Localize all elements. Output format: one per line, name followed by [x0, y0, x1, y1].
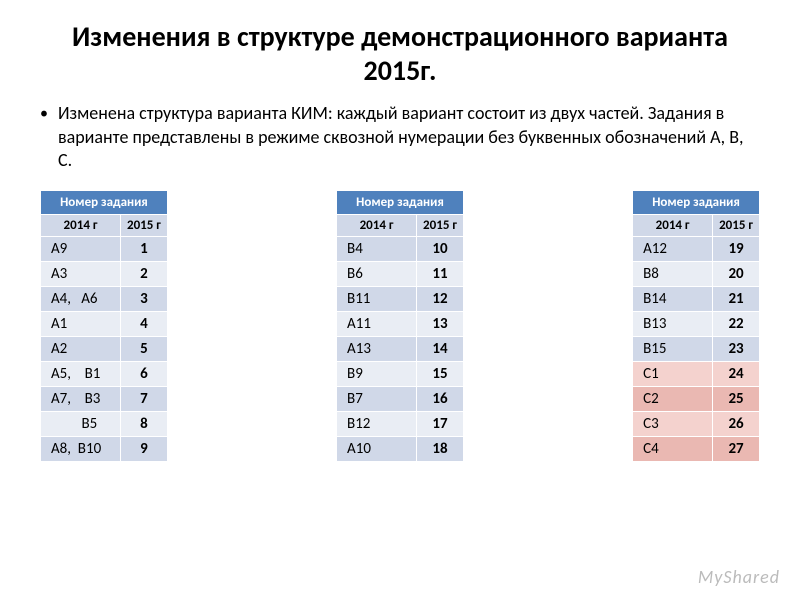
old-task-cell: С4: [633, 437, 713, 462]
table-row: В820: [633, 262, 760, 287]
table-row: В1217: [337, 412, 464, 437]
table-row: В410: [337, 237, 464, 262]
new-task-cell: 23: [713, 337, 760, 362]
old-task-cell: В6: [337, 262, 417, 287]
new-task-cell: 3: [121, 287, 168, 312]
new-task-cell: 9: [121, 437, 168, 462]
new-task-cell: 10: [417, 237, 464, 262]
subheader-2014: 2014 г: [337, 215, 417, 237]
table-row: С124: [633, 362, 760, 387]
tables-container: Номер задания2014 г2015 гА91А32А4, А63А1…: [40, 190, 760, 462]
new-task-cell: 25: [713, 387, 760, 412]
table-row: А1219: [633, 237, 760, 262]
old-task-cell: В14: [633, 287, 713, 312]
new-task-cell: 5: [121, 337, 168, 362]
slide-title: Изменения в структуре демонстрационного …: [40, 20, 760, 87]
table-row: С225: [633, 387, 760, 412]
mapping-table: Номер задания2014 г2015 гА91А32А4, А63А1…: [40, 190, 168, 462]
table-row: А7, В37: [41, 387, 168, 412]
mapping-table: Номер задания2014 г2015 гВ410В611В1112А1…: [336, 190, 464, 462]
old-task-cell: В15: [633, 337, 713, 362]
table-row: В58: [41, 412, 168, 437]
table-row: А14: [41, 312, 168, 337]
table-row: А1018: [337, 437, 464, 462]
old-task-cell: А4, А6: [41, 287, 121, 312]
new-task-cell: 2: [121, 262, 168, 287]
new-task-cell: 20: [713, 262, 760, 287]
table-header: Номер задания: [337, 191, 464, 215]
watermark: MyShared: [698, 566, 780, 588]
new-task-cell: 21: [713, 287, 760, 312]
table-row: В1112: [337, 287, 464, 312]
old-task-cell: А7, В3: [41, 387, 121, 412]
table-header: Номер задания: [633, 191, 760, 215]
table-row: А91: [41, 237, 168, 262]
subheader-2014: 2014 г: [41, 215, 121, 237]
old-task-cell: А9: [41, 237, 121, 262]
old-task-cell: А12: [633, 237, 713, 262]
old-task-cell: В12: [337, 412, 417, 437]
old-task-cell: В13: [633, 312, 713, 337]
new-task-cell: 22: [713, 312, 760, 337]
table-row: С427: [633, 437, 760, 462]
subheader-2015: 2015 г: [417, 215, 464, 237]
new-task-cell: 7: [121, 387, 168, 412]
body-text: Изменена структура варианта КИМ: каждый …: [58, 102, 760, 172]
old-task-cell: В9: [337, 362, 417, 387]
bullet-dot: •: [40, 104, 48, 123]
table-row: А5, В16: [41, 362, 168, 387]
old-task-cell: С3: [633, 412, 713, 437]
new-task-cell: 27: [713, 437, 760, 462]
table-row: В611: [337, 262, 464, 287]
old-task-cell: С2: [633, 387, 713, 412]
table-row: А8, В109: [41, 437, 168, 462]
new-task-cell: 15: [417, 362, 464, 387]
new-task-cell: 18: [417, 437, 464, 462]
subheader-2014: 2014 г: [633, 215, 713, 237]
old-task-cell: А11: [337, 312, 417, 337]
new-task-cell: 8: [121, 412, 168, 437]
old-task-cell: А13: [337, 337, 417, 362]
table-row: С326: [633, 412, 760, 437]
subheader-2015: 2015 г: [121, 215, 168, 237]
new-task-cell: 19: [713, 237, 760, 262]
new-task-cell: 24: [713, 362, 760, 387]
new-task-cell: 17: [417, 412, 464, 437]
table-row: А1113: [337, 312, 464, 337]
new-task-cell: 1: [121, 237, 168, 262]
old-task-cell: А2: [41, 337, 121, 362]
bullet-block: • Изменена структура варианта КИМ: кажды…: [40, 102, 760, 172]
table-row: В915: [337, 362, 464, 387]
new-task-cell: 6: [121, 362, 168, 387]
old-task-cell: С1: [633, 362, 713, 387]
table-row: А4, А63: [41, 287, 168, 312]
table-header: Номер задания: [41, 191, 168, 215]
old-task-cell: В8: [633, 262, 713, 287]
mapping-table: Номер задания2014 г2015 гА1219В820В1421В…: [632, 190, 760, 462]
table-row: А25: [41, 337, 168, 362]
old-task-cell: А1: [41, 312, 121, 337]
old-task-cell: В5: [41, 412, 121, 437]
old-task-cell: В7: [337, 387, 417, 412]
new-task-cell: 26: [713, 412, 760, 437]
old-task-cell: А8, В10: [41, 437, 121, 462]
old-task-cell: А5, В1: [41, 362, 121, 387]
table-row: В1322: [633, 312, 760, 337]
new-task-cell: 11: [417, 262, 464, 287]
old-task-cell: В11: [337, 287, 417, 312]
subheader-2015: 2015 г: [713, 215, 760, 237]
table-row: В716: [337, 387, 464, 412]
table-row: А32: [41, 262, 168, 287]
new-task-cell: 12: [417, 287, 464, 312]
table-row: В1523: [633, 337, 760, 362]
new-task-cell: 4: [121, 312, 168, 337]
old-task-cell: В4: [337, 237, 417, 262]
new-task-cell: 14: [417, 337, 464, 362]
new-task-cell: 16: [417, 387, 464, 412]
new-task-cell: 13: [417, 312, 464, 337]
table-row: А1314: [337, 337, 464, 362]
old-task-cell: А3: [41, 262, 121, 287]
old-task-cell: А10: [337, 437, 417, 462]
table-row: В1421: [633, 287, 760, 312]
